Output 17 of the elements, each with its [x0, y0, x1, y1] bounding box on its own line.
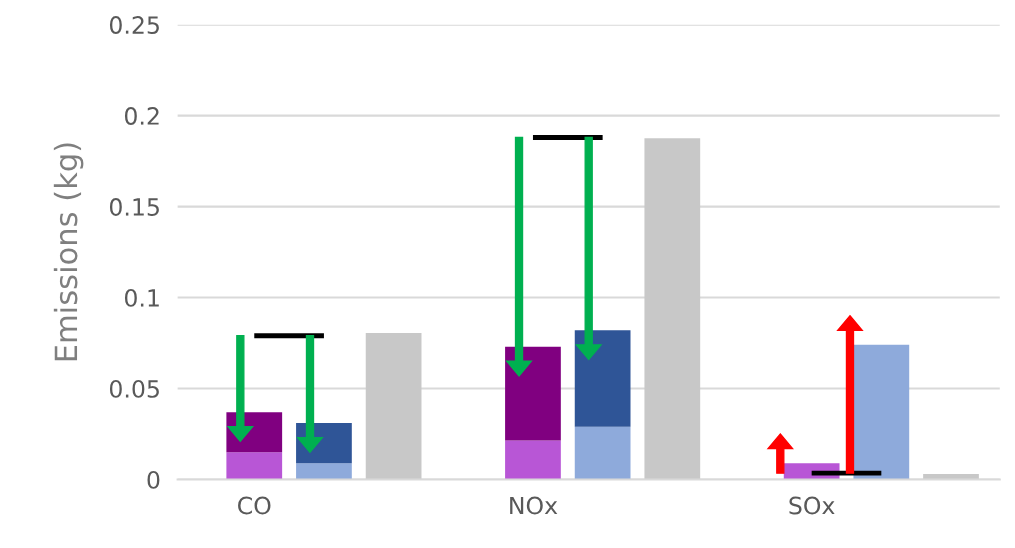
- bar: [574, 426, 631, 480]
- bar: [505, 440, 561, 480]
- bar: [296, 463, 352, 480]
- y-tick-label: 0: [147, 470, 160, 489]
- bar: [365, 333, 422, 480]
- y-tick-label: 0.25: [109, 16, 159, 34]
- x-tick-label: SOx: [789, 496, 835, 515]
- y-axis-title: Emissions (kg): [53, 143, 84, 361]
- y-tick-label: 0.2: [124, 107, 159, 125]
- bar: [226, 452, 283, 480]
- y-tick-label: 0.15: [109, 198, 159, 216]
- y-tick-label: 0.1: [124, 289, 159, 307]
- x-tick-label: NOx: [510, 496, 558, 515]
- bar: [574, 330, 631, 427]
- x-tick-label: CO: [238, 496, 271, 515]
- bar: [644, 138, 701, 480]
- y-tick-label: 0.05: [109, 379, 159, 398]
